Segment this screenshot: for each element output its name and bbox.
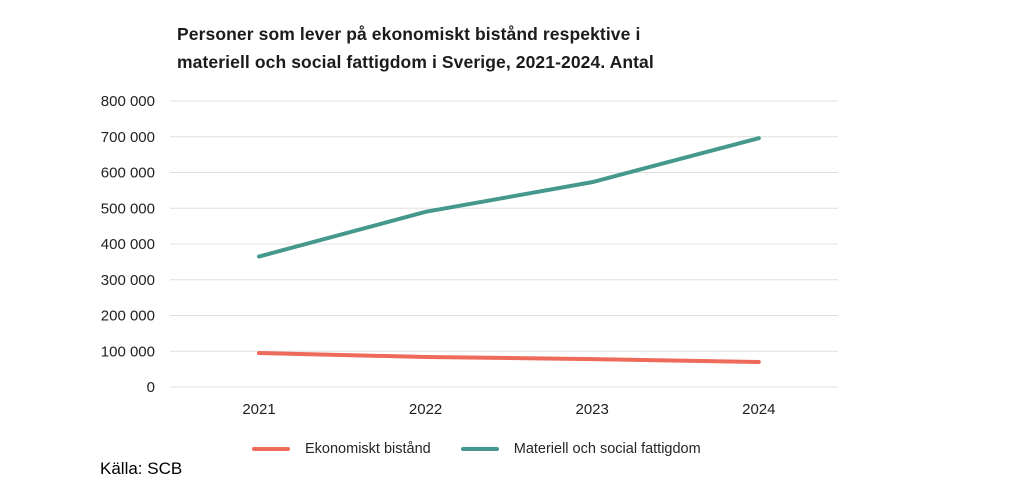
y-axis-tick-label: 200 000 — [101, 308, 155, 325]
legend-label-ekonomiskt-bistand: Ekonomiskt bistånd — [305, 441, 431, 457]
y-axis-tick-label: 500 000 — [101, 200, 155, 217]
series-line-materiell-och-social-fattigdom — [257, 136, 761, 259]
chart-title-line1: Personer som lever på ekonomiskt bistånd… — [177, 24, 641, 44]
source-text: Källa: SCB — [100, 459, 183, 478]
series-line-ekonomiskt-bist-nd — [257, 351, 761, 364]
chart-title-line2: materiell och social fattigdom i Sverige… — [177, 52, 654, 72]
y-axis-tick-label: 400 000 — [101, 236, 155, 253]
legend-line-swatch-salmon — [252, 447, 290, 451]
legend-item-materiell-fattigdom: Materiell och social fattigdom — [460, 441, 701, 457]
x-axis-tick-label: 2024 — [742, 401, 775, 418]
legend-line-swatch-teal — [460, 447, 499, 451]
y-axis-tick-label: 100 000 — [101, 343, 155, 360]
y-axis-tick-label: 600 000 — [101, 165, 155, 182]
y-axis-tick-label: 0 — [147, 379, 155, 396]
y-axis-tick-label: 700 000 — [101, 129, 155, 146]
chart-legend: Ekonomiskt bistånd Materiell och social … — [252, 441, 701, 457]
legend-label-materiell-fattigdom: Materiell och social fattigdom — [513, 441, 701, 457]
legend-item-ekonomiskt-bistand: Ekonomiskt bistånd — [252, 441, 431, 457]
x-axis-tick-label: 2021 — [242, 401, 275, 418]
y-axis-tick-label: 800 000 — [101, 93, 155, 110]
chart-title: Personer som lever på ekonomiskt bistånd… — [177, 20, 654, 76]
x-axis-tick-label: 2023 — [576, 401, 609, 418]
x-axis-tick-label: 2022 — [409, 401, 442, 418]
y-axis-tick-label: 300 000 — [101, 272, 155, 289]
